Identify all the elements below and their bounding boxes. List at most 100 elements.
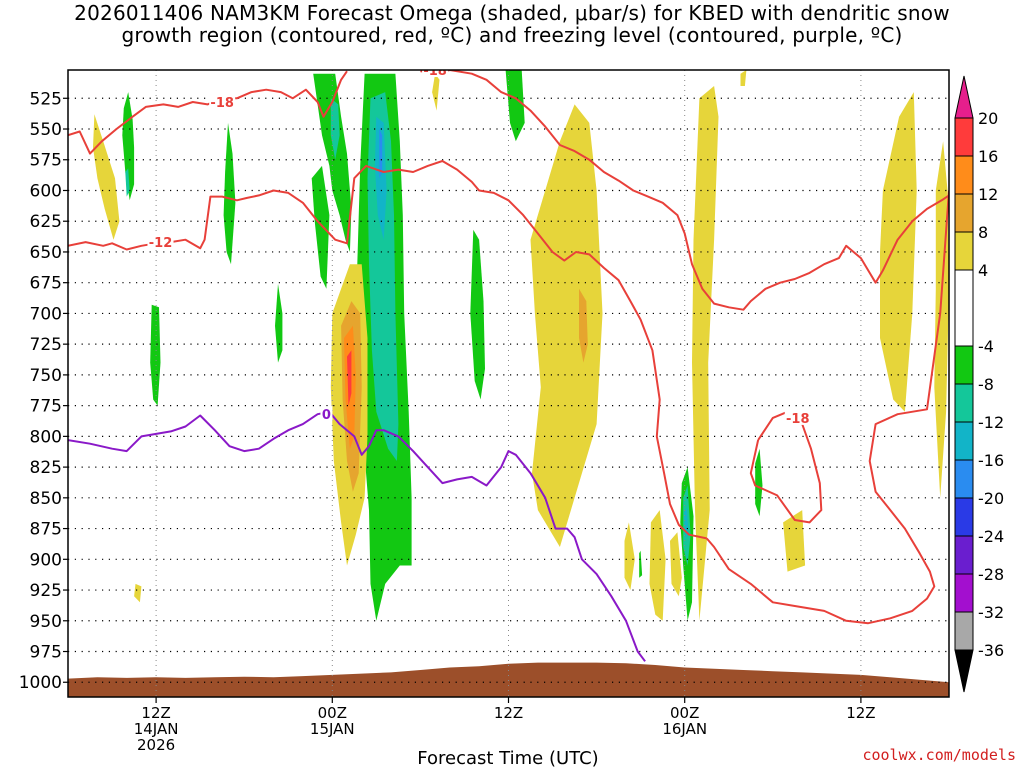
- x-tick-label-30-0: 12Z: [494, 704, 523, 722]
- y-tick-label-625: 625: [30, 212, 62, 232]
- omega-region-13: [330, 98, 340, 160]
- x-tick-label-54-0: 12Z: [846, 704, 875, 722]
- colorbar-band-2: [954, 193, 974, 233]
- y-tick-label-1000: 1000: [19, 673, 62, 693]
- omega-region-4: [313, 73, 352, 252]
- colorbar-band-5: [954, 345, 974, 385]
- x-tick-label-42-1: 16JAN: [662, 720, 707, 738]
- omega-region-19: [93, 114, 120, 240]
- omega-region-25: [649, 510, 666, 621]
- y-tick-label-750: 750: [30, 366, 62, 386]
- omega-region-18: [379, 129, 383, 179]
- omega-region-26: [670, 532, 682, 597]
- colorbar-top-arrow: [954, 75, 974, 119]
- omega-region-23: [530, 104, 603, 548]
- y-tick-label-650: 650: [30, 243, 62, 263]
- x-tick-label-6-1: 14JAN: [134, 720, 179, 738]
- dgz-contour-label-3: -18: [786, 412, 810, 427]
- colorbar-label-11: -28: [978, 565, 1004, 584]
- omega-region-16: [374, 116, 387, 240]
- y-tick-label-975: 975: [30, 643, 62, 663]
- chart-title-line-2: growth region (contoured, red, ºC) and f…: [121, 23, 903, 47]
- colorbar-band-7: [954, 421, 974, 461]
- y-tick-label-800: 800: [30, 427, 62, 447]
- colorbar-label-0: 20: [978, 109, 998, 128]
- colorbar-band-6: [954, 383, 974, 423]
- colorbar-label-13: -36: [978, 641, 1004, 660]
- colorbar-label-12: -32: [978, 603, 1004, 622]
- chart-title: 2026011406 NAM3KM Forecast Omega (shaded…: [0, 2, 1024, 46]
- dgz-contour-0: [68, 160, 707, 540]
- x-axis-label: Forecast Time (UTC): [417, 748, 598, 768]
- colorbar-label-5: -4: [978, 337, 994, 356]
- chart-title-line-1: 2026011406 NAM3KM Forecast Omega (shaded…: [74, 1, 950, 25]
- colorbar-band-8: [954, 459, 974, 499]
- y-tick-label-675: 675: [30, 274, 62, 294]
- x-tick-label-42-0: 00Z: [670, 704, 699, 722]
- colorbar-band-0: [954, 117, 974, 157]
- colorbar-band-11: [954, 573, 974, 613]
- colorbar-band-3: [954, 231, 974, 271]
- y-tick-label-550: 550: [30, 120, 62, 140]
- omega-region-24: [624, 522, 635, 590]
- colorbar-bottom-arrow: [954, 649, 974, 693]
- y-tick-label-925: 925: [30, 581, 62, 601]
- dgz-contour-3: [749, 410, 823, 524]
- y-tick-label-875: 875: [30, 520, 62, 540]
- freezing-level-line: [68, 410, 646, 662]
- colorbar-label-1: 16: [978, 147, 998, 166]
- dgz-contour-label-2: -18: [423, 64, 447, 79]
- y-tick-label-825: 825: [30, 458, 62, 478]
- omega-region-31: [934, 141, 949, 498]
- omega-region-38: [347, 350, 352, 406]
- dgz-label-bg-3: [784, 409, 811, 425]
- omega-region-3: [275, 283, 283, 363]
- colorbar-band-1: [954, 155, 974, 195]
- omega-region-9: [755, 448, 763, 517]
- y-tick-label-725: 725: [30, 335, 62, 355]
- y-tick-label-900: 900: [30, 550, 62, 570]
- colorbar-label-3: 8: [978, 223, 988, 242]
- plot-area: -12 -18 -18 -18 0: [68, 64, 949, 697]
- y-tick-label-700: 700: [30, 304, 62, 324]
- colorbar: 20 16 12 8 4 -4 -8 -12 -16 -20 -24 -28 -32 -36: [954, 75, 1004, 693]
- omega-region-20: [134, 583, 142, 603]
- colorbar-label-8: -16: [978, 451, 1004, 470]
- colorbar-label-9: -20: [978, 489, 1004, 508]
- omega-region-12: [367, 92, 399, 461]
- dgz-label-bg-0: [147, 234, 174, 250]
- omega-region-27: [692, 86, 719, 621]
- watermark: coolwx.com/models: [862, 746, 1016, 764]
- y-tick-label-950: 950: [30, 612, 62, 632]
- omega-region-0: [122, 92, 135, 201]
- omega-region-8: [505, 70, 525, 142]
- terrain-area: [68, 662, 949, 697]
- y-tick-label-775: 775: [30, 397, 62, 417]
- colorbar-label-10: -24: [978, 527, 1004, 546]
- omega-region-2: [150, 304, 161, 406]
- dgz-contour-1: [68, 70, 348, 155]
- plot-frame: [67, 69, 950, 698]
- dgz-contour-label-0: -12: [149, 236, 173, 251]
- colorbar-label-2: 12: [978, 185, 998, 204]
- axes: 525 550 575 600 625 650 675 700 725 750 775 800 825 8…: [19, 69, 950, 754]
- dgz-label-bg-2: [422, 70, 449, 77]
- colorbar-band-10: [954, 535, 974, 575]
- colorbar-label-4: 4: [978, 261, 988, 280]
- x-tick-label-6-0: 12Z: [141, 704, 170, 722]
- y-tick-label-850: 850: [30, 489, 62, 509]
- dgz-label-bg-1: [209, 93, 236, 109]
- omega-region-14: [125, 168, 130, 197]
- freezing-level-label: 0: [322, 408, 331, 423]
- y-tick-label-525: 525: [30, 89, 62, 109]
- colorbar-band-9: [954, 497, 974, 537]
- omega-region-5: [311, 165, 330, 289]
- dgz-contour-label-1: -18: [210, 96, 234, 111]
- x-tick-label-6-2: 2026: [137, 736, 175, 754]
- omega-region-1: [223, 122, 236, 265]
- omega-region-22: [432, 73, 440, 111]
- x-tick-label-18-1: 15JAN: [310, 720, 355, 738]
- dgz-contour-2: [420, 70, 949, 311]
- dgz-contour-4: [705, 190, 949, 625]
